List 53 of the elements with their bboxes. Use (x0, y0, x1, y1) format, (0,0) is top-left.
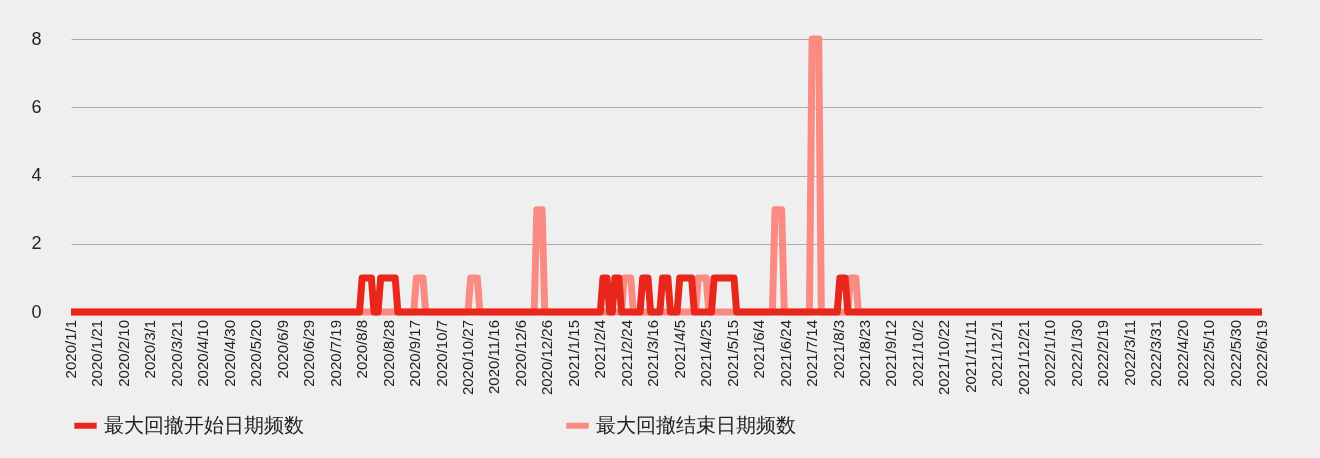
x-tick-label: 2020/1/1 (62, 320, 79, 379)
x-tick-label: 2021/8/3 (829, 320, 847, 379)
x-tick-label: 2020/12/26 (538, 320, 556, 396)
x-tick-label: 2020/8/28 (379, 320, 397, 387)
legend-label: 最大回撤结束日期频数 (596, 413, 796, 436)
x-tick-label: 2021/2/4 (591, 320, 609, 379)
x-tick-label: 2022/4/20 (1173, 320, 1191, 387)
x-tick-label: 2020/9/17 (406, 320, 424, 387)
x-tick-label: 2020/7/19 (326, 320, 344, 387)
x-tick-label: 2020/2/10 (114, 320, 132, 387)
x-tick-label: 2021/8/23 (856, 320, 873, 387)
x-tick-label: 2021/5/15 (723, 320, 741, 387)
x-tick-label: 2022/5/10 (1200, 320, 1218, 387)
x-tick-label: 2021/2/24 (617, 320, 635, 387)
x-tick-label: 2021/3/16 (644, 320, 662, 387)
x-tick-label: 2022/6/19 (1253, 320, 1270, 387)
x-tick-label: 2022/3/31 (1147, 320, 1165, 387)
x-tick-label: 2021/4/25 (697, 320, 715, 387)
x-tick-label: 2020/1/21 (88, 320, 106, 387)
x-tick-label: 2022/2/19 (1094, 320, 1112, 387)
x-tick-label: 2021/6/24 (776, 320, 794, 387)
x-tick-label: 2020/6/29 (300, 320, 318, 387)
y-tick-label: 4 (31, 165, 42, 185)
x-tick-label: 2020/4/30 (220, 320, 238, 387)
x-tick-label: 2022/5/30 (1226, 320, 1244, 387)
x-tick-label: 2020/5/20 (247, 320, 265, 387)
x-tick-label: 2020/12/6 (511, 320, 529, 387)
x-tick-label: 2020/10/27 (459, 320, 476, 396)
x-tick-label: 2020/10/7 (432, 320, 450, 387)
x-tick-label: 2021/4/5 (670, 320, 688, 379)
x-tick-label: 2020/8/8 (353, 320, 371, 379)
y-tick-label: 2 (31, 233, 42, 254)
x-tick-label: 2020/4/10 (194, 320, 212, 387)
y-tick-label: 6 (31, 96, 42, 117)
x-tick-label: 2021/1/15 (564, 320, 582, 387)
y-tick-label: 8 (31, 28, 42, 49)
x-tick-label: 2021/6/4 (750, 320, 768, 379)
x-tick-label: 2021/12/21 (1014, 320, 1032, 396)
x-tick-label: 2020/11/16 (485, 320, 503, 394)
x-tick-label: 2020/6/9 (273, 320, 291, 379)
x-tick-label: 2022/1/30 (1067, 320, 1085, 387)
x-tick-label: 2021/7/14 (803, 320, 821, 387)
y-tick-label: 0 (31, 301, 42, 322)
x-tick-label: 2021/10/22 (935, 320, 953, 396)
x-tick-label: 2020/3/1 (141, 320, 159, 379)
x-tick-label: 2021/9/12 (882, 320, 900, 387)
x-tick-label: 2022/1/10 (1041, 320, 1059, 387)
x-tick-label: 2021/11/11 (961, 320, 979, 393)
x-tick-label: 2020/3/21 (167, 320, 185, 387)
x-tick-label: 2022/3/11 (1120, 320, 1138, 386)
x-tick-label: 2021/12/1 (988, 320, 1006, 387)
legend-label: 最大回撤开始日期频数 (104, 413, 304, 436)
x-tick-label: 2021/10/2 (908, 320, 926, 387)
